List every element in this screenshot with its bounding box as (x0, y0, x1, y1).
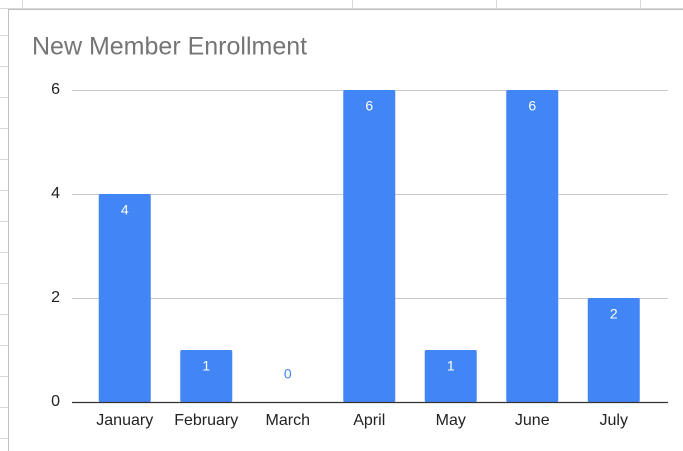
y-tick-label: 0 (51, 393, 60, 410)
x-tick-label: January (96, 412, 153, 429)
data-label: 6 (365, 98, 373, 114)
bar (506, 90, 559, 402)
x-tick-label: May (436, 412, 466, 429)
bar (587, 298, 640, 402)
chart-title: New Member Enrollment (32, 33, 307, 61)
data-label: 1 (447, 358, 455, 374)
y-tick-label: 6 (51, 81, 60, 98)
x-tick-label: March (266, 412, 310, 429)
bar (180, 350, 233, 402)
y-tick-label: 4 (51, 185, 60, 202)
data-label: 2 (610, 306, 618, 322)
data-label: 4 (121, 202, 129, 218)
bar (98, 194, 151, 402)
data-label: 0 (284, 366, 292, 382)
y-tick-label: 2 (51, 289, 60, 306)
sheet-background (0, 0, 683, 439)
bar (424, 350, 477, 402)
bar (343, 90, 396, 402)
data-label: 1 (202, 358, 210, 374)
x-tick-label: February (174, 412, 238, 429)
data-label: 6 (528, 98, 536, 114)
x-tick-label: July (600, 412, 628, 429)
x-tick-label: April (353, 412, 385, 429)
x-tick-label: June (515, 412, 550, 429)
